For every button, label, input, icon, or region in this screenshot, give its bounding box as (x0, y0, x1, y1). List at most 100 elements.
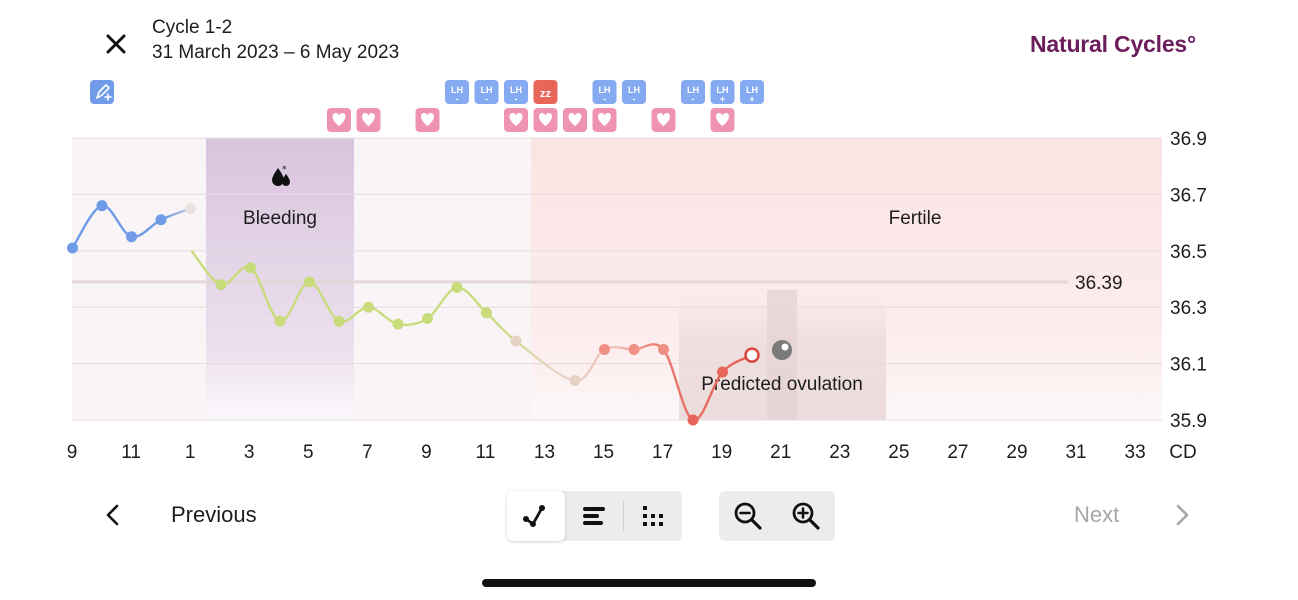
close-icon (106, 34, 126, 54)
lh-test-badge[interactable]: LH- (474, 80, 499, 104)
x-tick-label: 9 (421, 442, 432, 463)
x-tick-label: 11 (121, 442, 141, 463)
home-indicator (482, 579, 816, 587)
zoom-out-button[interactable] (719, 491, 777, 541)
temperature-point[interactable] (422, 312, 433, 324)
ovulation-marker-icon (772, 340, 792, 360)
temperature-point[interactable] (245, 262, 256, 274)
lh-test-badge[interactable]: LH- (504, 80, 528, 104)
temperature-point[interactable] (274, 315, 286, 327)
lh-test-badge[interactable]: LH- (445, 80, 469, 104)
dots-view-button[interactable] (624, 491, 682, 541)
intercourse-badge[interactable] (533, 108, 558, 132)
heart-icon (716, 113, 729, 126)
lh-test-badge[interactable]: LH- (681, 80, 705, 104)
zoom-out-icon (734, 502, 762, 530)
predicted-ovulation-label: Predicted ovulation (701, 374, 863, 395)
temperature-point[interactable] (126, 231, 137, 243)
temperature-point[interactable] (451, 281, 463, 293)
dot-grid-icon (643, 506, 663, 526)
edit-note-button[interactable] (90, 80, 114, 104)
intercourse-badge[interactable] (651, 108, 676, 132)
temperature-point[interactable] (215, 279, 227, 291)
x-tick-label: 9 (67, 442, 78, 463)
intercourse-badge[interactable] (356, 108, 381, 132)
cycle-title: Cycle 1-2 (152, 17, 233, 38)
zoom-in-button[interactable] (777, 491, 835, 541)
temperature-point[interactable] (155, 214, 167, 226)
temperature-point[interactable] (481, 307, 492, 319)
x-tick-label: 13 (534, 442, 555, 463)
bleeding-label: Bleeding (243, 208, 317, 229)
lh-result-sign: + (720, 94, 725, 104)
x-tick-label: 1 (185, 442, 196, 463)
x-tick-label: 19 (711, 442, 732, 463)
intercourse-badge[interactable] (592, 108, 617, 132)
temperature-point[interactable] (628, 344, 640, 355)
close-button[interactable] (98, 26, 134, 62)
temperature-point[interactable] (658, 344, 669, 355)
temperature-point[interactable] (185, 203, 196, 214)
heart-icon (539, 113, 552, 126)
lh-test-badge[interactable]: LH- (622, 80, 646, 104)
y-tick-label: 36.7 (1170, 185, 1207, 206)
x-tick-label: 33 (1125, 442, 1146, 463)
y-tick-label: 36.1 (1170, 355, 1207, 376)
intercourse-badge[interactable] (415, 108, 440, 132)
intercourse-badge[interactable] (710, 108, 735, 132)
heart-icon (509, 113, 523, 126)
previous-button[interactable]: Previous (96, 488, 296, 544)
temperature-point[interactable] (687, 414, 699, 426)
sleep-icon: zz (540, 88, 552, 100)
x-tick-label: 5 (303, 442, 314, 463)
temperature-point[interactable] (333, 315, 345, 327)
intercourse-badge[interactable] (327, 108, 351, 132)
x-tick-label: 25 (888, 442, 909, 463)
x-tick-label: 23 (829, 442, 850, 463)
intercourse-badge[interactable] (563, 108, 587, 132)
brand-logo: Natural Cycles° (1030, 31, 1196, 57)
fertile-label: Fertile (889, 208, 942, 229)
view-separator (623, 501, 624, 531)
temperature-point[interactable] (67, 242, 78, 254)
lh-label: LH (687, 85, 699, 95)
previous-label: Previous (171, 502, 257, 527)
cycle-date-range: 31 March 2023 – 6 May 2023 (152, 42, 400, 63)
x-tick-label: 17 (652, 442, 673, 463)
temperature-point-today[interactable] (744, 347, 760, 363)
day-annotation-badges: LH-LH-LH-LH-LH-LH-LH+LH+zz (327, 80, 764, 132)
zoom-controls (719, 491, 835, 541)
x-tick-label: 11 (476, 442, 496, 463)
temperature-point[interactable] (599, 344, 610, 355)
temperature-point[interactable] (304, 276, 315, 288)
y-tick-label: 36.5 (1170, 242, 1207, 263)
line-view-button[interactable] (507, 491, 565, 541)
x-axis-ticks: 9 11 1 3 5 7 9 11 13 15 17 19 21 23 25 27 29 31 33 CD (67, 442, 1197, 463)
intercourse-badge[interactable] (504, 108, 528, 132)
sleep-badge[interactable]: zz (533, 80, 558, 104)
temperature-point[interactable] (569, 375, 581, 387)
temperature-point[interactable] (363, 301, 374, 313)
x-tick-label: 7 (362, 442, 373, 463)
lh-result-sign: - (603, 94, 606, 104)
lh-label: LH (510, 85, 522, 95)
lh-label: LH (599, 85, 611, 95)
x-tick-label: CD (1169, 442, 1196, 463)
temperature-point[interactable] (510, 335, 522, 347)
lh-test-badge[interactable]: LH- (592, 80, 617, 104)
lh-result-sign: - (633, 94, 636, 104)
lh-test-badge[interactable]: LH+ (740, 80, 764, 104)
heart-icon (362, 113, 375, 126)
heart-icon (421, 113, 434, 126)
next-button[interactable]: Next (1050, 488, 1210, 544)
x-tick-label: 27 (947, 442, 968, 463)
temperature-point[interactable] (96, 200, 108, 212)
lh-test-badge[interactable]: LH+ (710, 80, 735, 104)
x-tick-label: 15 (593, 442, 614, 463)
bar-view-button[interactable] (565, 491, 623, 541)
lh-result-sign: - (456, 94, 459, 104)
temperature-point[interactable] (392, 318, 404, 330)
x-tick-label: 21 (770, 442, 791, 463)
lh-result-sign: - (692, 94, 695, 104)
temperature-point[interactable] (717, 366, 728, 378)
